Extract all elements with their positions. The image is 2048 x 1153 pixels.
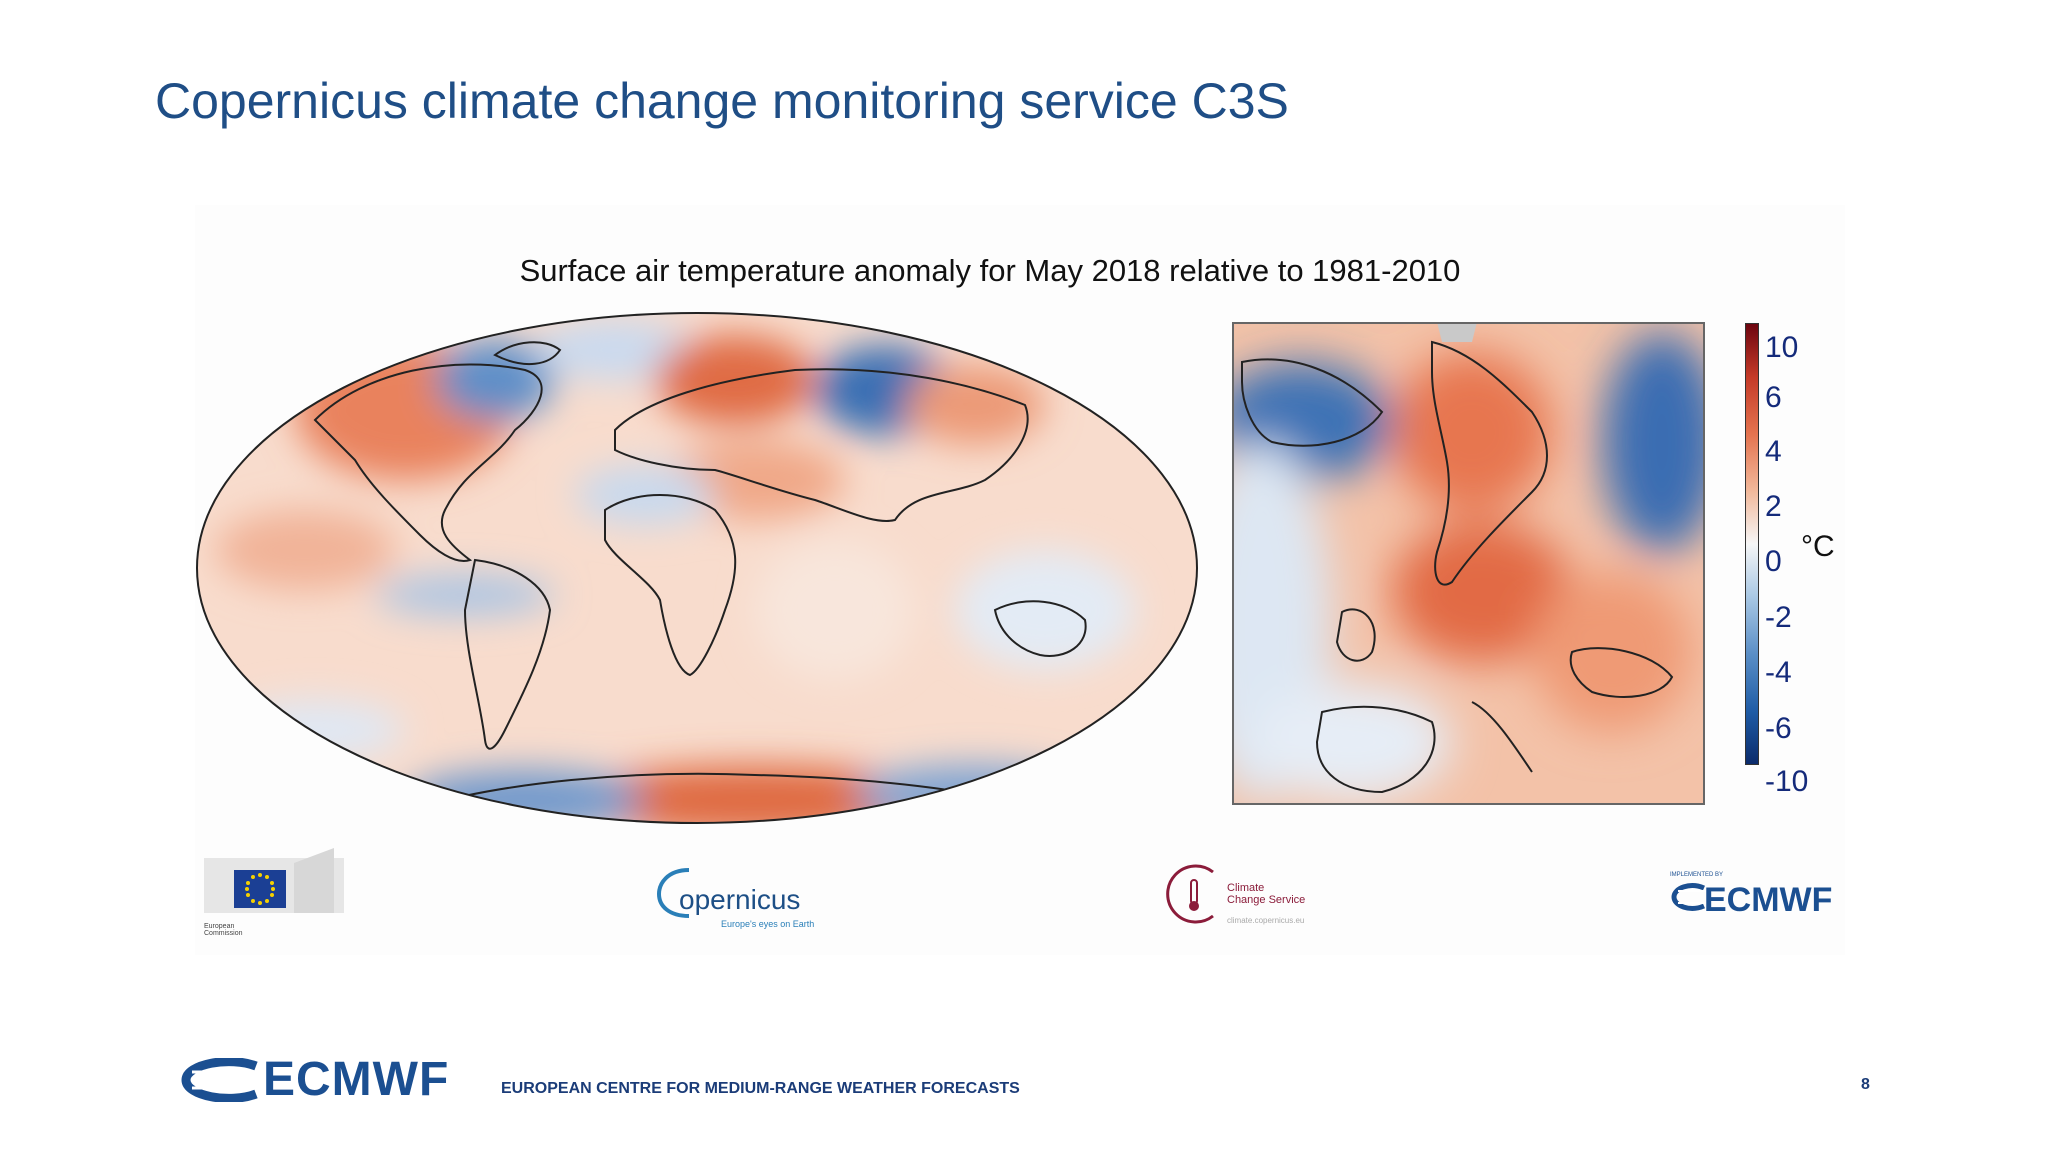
copernicus-tagline: Europe's eyes on Earth xyxy=(721,919,815,929)
implemented-by: IMPLEMENTED BY xyxy=(1670,872,1724,878)
world-anomaly-map xyxy=(196,312,1198,824)
figure-title: Surface air temperature anomaly for May … xyxy=(519,253,1461,288)
european-commission-logo: European Commission xyxy=(204,848,344,943)
ecmwf-footer-logo: ECMWF xyxy=(263,1053,450,1106)
colorbar-tick: 10 xyxy=(1765,331,1799,364)
ecmwf-footer-swirl-icon xyxy=(181,1058,260,1102)
page-number: 8 xyxy=(1861,1076,1870,1093)
c3s-line2: Change Service xyxy=(1227,894,1306,906)
colorbar-unit: °C xyxy=(1801,530,1835,563)
ec-caption-2: Commission xyxy=(204,930,243,937)
colorbar-tick: 2 xyxy=(1765,490,1782,523)
thermometer-icon xyxy=(1166,864,1214,924)
footer-organization: EUROPEAN CENTRE FOR MEDIUM-RANGE WEATHER… xyxy=(501,1080,1020,1097)
c3s-line1: Climate xyxy=(1227,882,1265,894)
colorbar-tick: 4 xyxy=(1765,435,1782,468)
slide-title: Copernicus climate change monitoring ser… xyxy=(155,73,1289,129)
colorbar-tick: -4 xyxy=(1765,656,1792,689)
colorbar-tick: -2 xyxy=(1765,601,1792,634)
europe-anomaly-map xyxy=(1232,322,1705,805)
copernicus-c-icon xyxy=(656,868,690,918)
ecmwf-implemented-logo: IMPLEMENTED BY ECMWF xyxy=(1670,872,1832,919)
colorbar-tick: -6 xyxy=(1765,712,1792,745)
ec-caption-1: European xyxy=(204,923,235,930)
ecmwf-swirl-icon xyxy=(1671,883,1706,911)
ecmwf-name-small: ECMWF xyxy=(1704,881,1833,919)
copernicus-name: opernicus xyxy=(679,884,801,915)
temperature-anomaly-figure: Surface air temperature anomaly for May … xyxy=(195,205,1845,955)
colorbar-tick: 6 xyxy=(1765,381,1782,414)
colorbar-tick: -10 xyxy=(1765,765,1809,798)
colorbar-tick: 0 xyxy=(1765,545,1782,578)
c3s-url: climate.copernicus.eu xyxy=(1227,916,1305,925)
colorbar xyxy=(1745,323,1759,765)
ec-building-icon xyxy=(204,848,344,913)
